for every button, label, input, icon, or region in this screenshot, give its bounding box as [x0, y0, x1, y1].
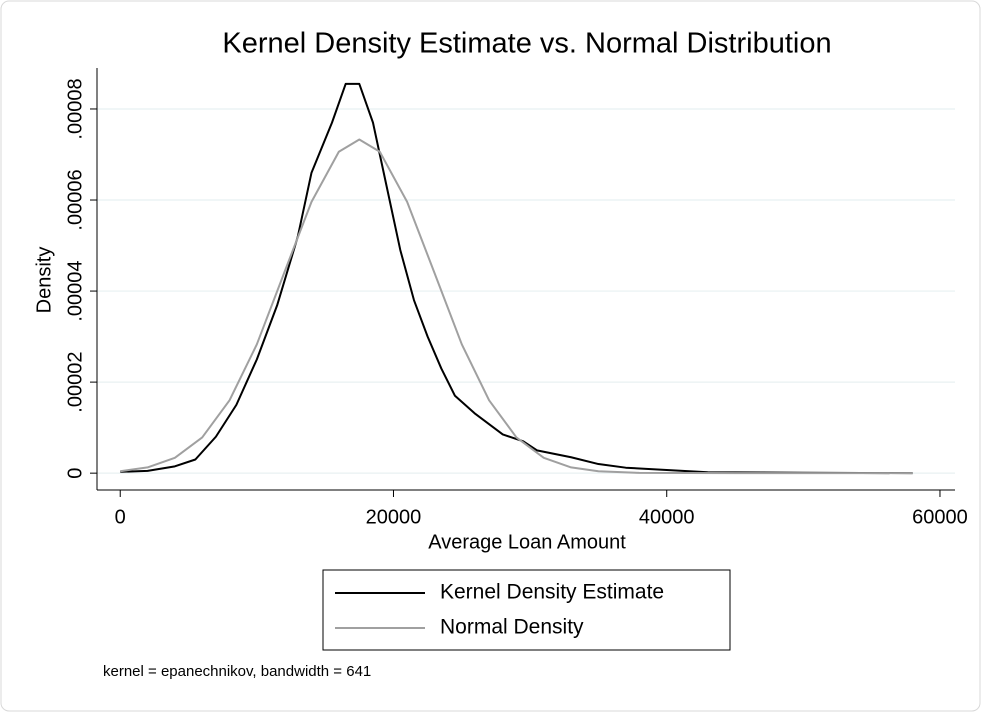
y-tick-label: .00002	[64, 352, 86, 413]
x-axis-label: Average Loan Amount	[428, 531, 626, 553]
series-line	[120, 138, 913, 475]
x-tick-label: 20000	[366, 506, 422, 528]
legend-label: Kernel Density Estimate	[440, 581, 664, 604]
legend-box	[322, 569, 731, 651]
note: kernel = epanechnikov, bandwidth = 641	[103, 663, 371, 680]
series-line	[120, 82, 913, 475]
y-axis-label: Density	[33, 247, 55, 314]
y-tick-label: .00004	[64, 260, 86, 321]
y-tick-label: .00006	[64, 169, 86, 230]
legend-label: Normal Density	[440, 616, 584, 639]
x-tick-label: 40000	[639, 506, 695, 528]
x-tick-label: 0	[115, 506, 126, 528]
x-tick-label: 60000	[912, 506, 968, 528]
chart-title: Kernel Density Estimate vs. Normal Distr…	[222, 28, 831, 60]
y-tick-label: 0	[64, 468, 86, 479]
y-tick-label: .00008	[64, 78, 86, 139]
